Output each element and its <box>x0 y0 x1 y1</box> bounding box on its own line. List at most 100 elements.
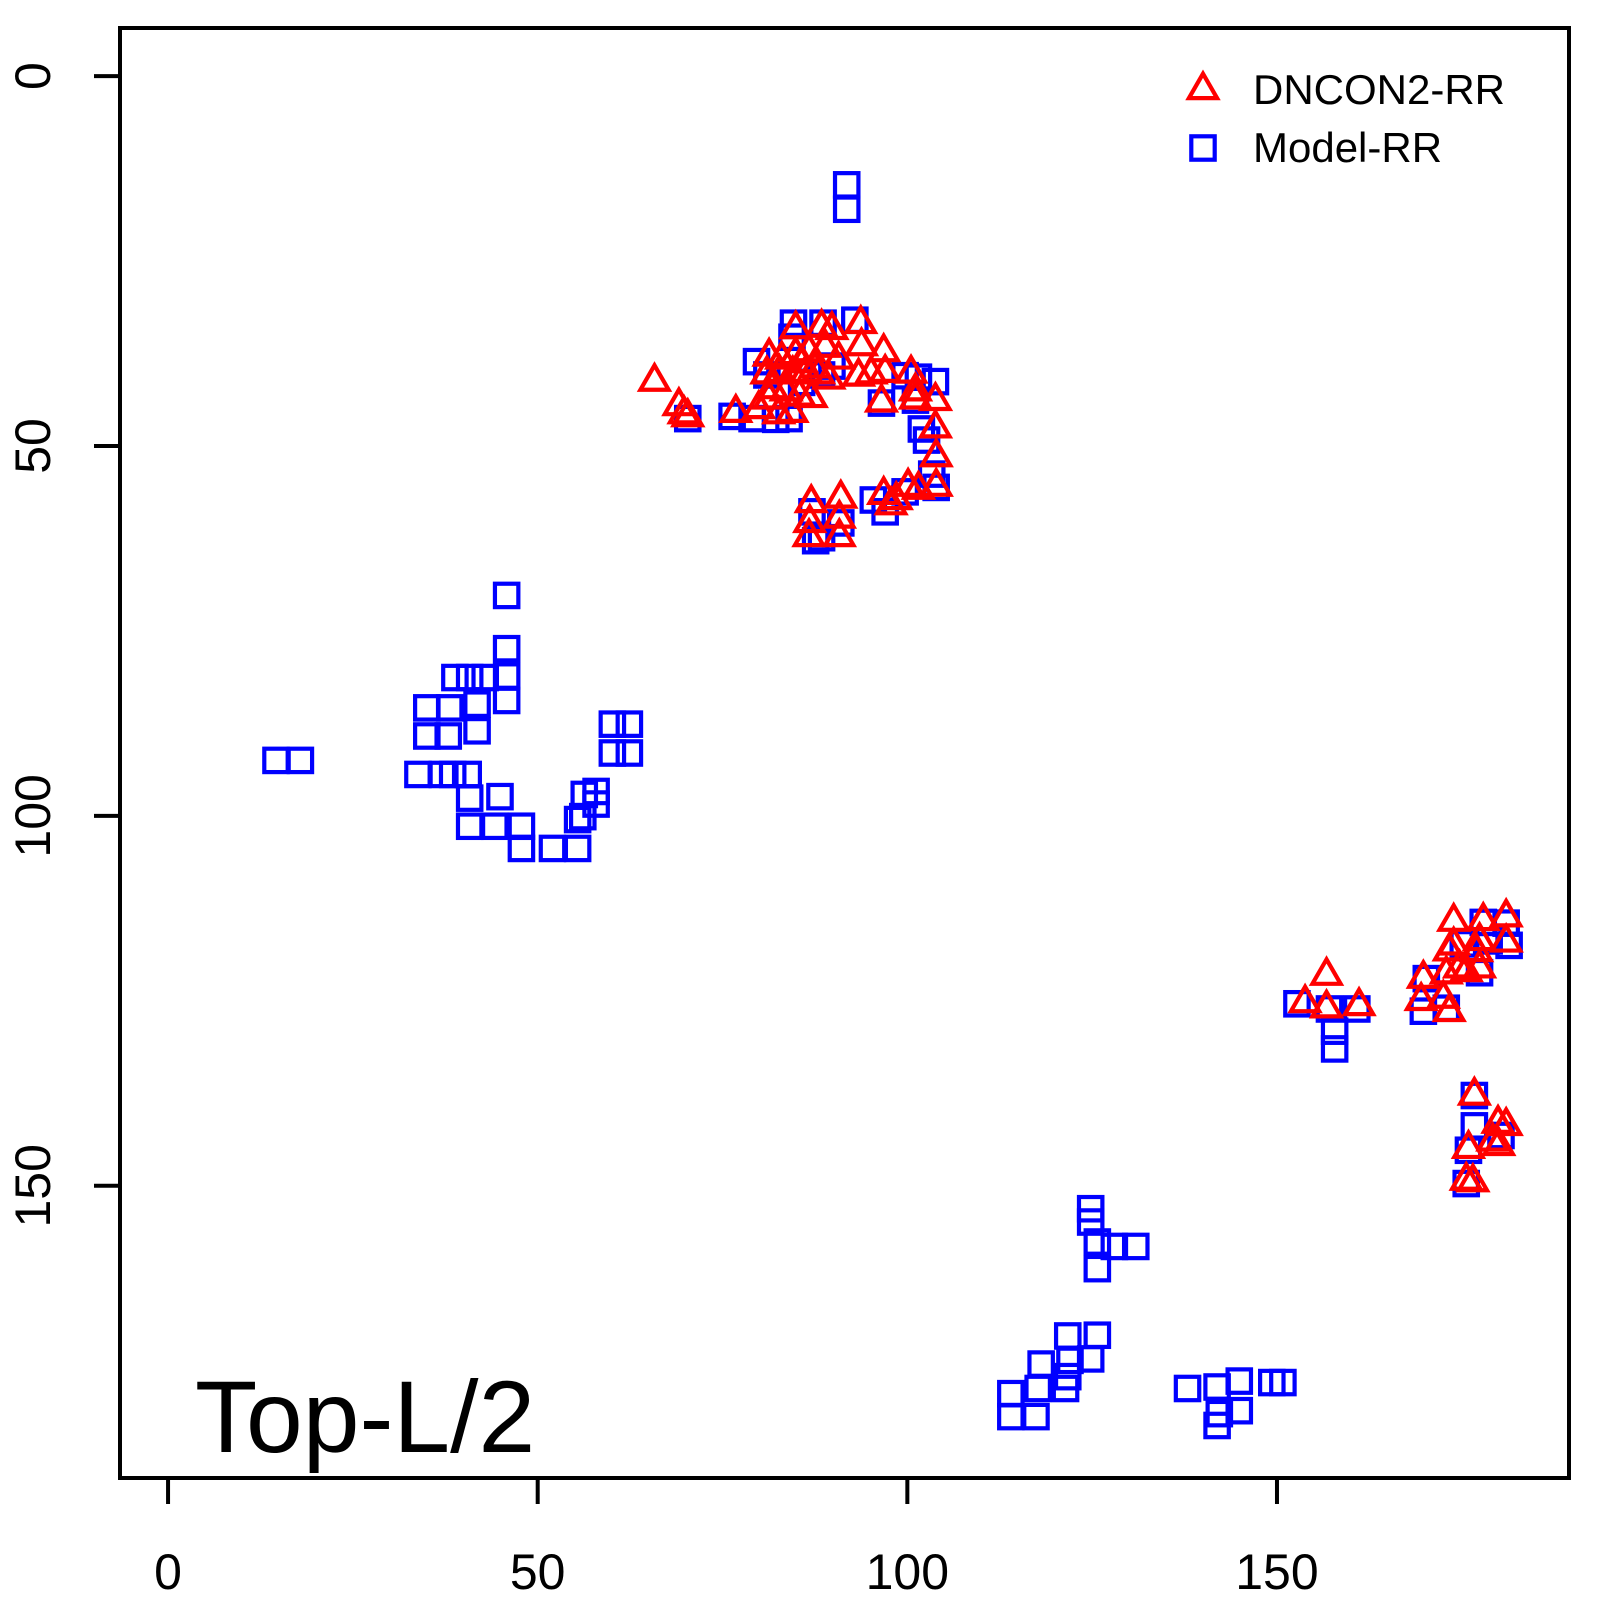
data-point-square <box>1053 1322 1082 1350</box>
data-point-square <box>832 195 861 224</box>
y-tick-label: 150 <box>5 1144 61 1227</box>
data-point-square <box>1269 1368 1297 1397</box>
data-point-square <box>1121 1232 1150 1261</box>
data-point-triangle <box>763 338 800 370</box>
panel-label: Top-L/2 <box>195 1360 535 1474</box>
data-point-square <box>492 686 521 715</box>
data-point-triangle <box>820 338 857 370</box>
data-point-square <box>463 717 491 745</box>
data-point-triangle <box>741 388 777 420</box>
data-point-triangle <box>897 378 934 410</box>
data-point-square <box>507 812 536 841</box>
data-point-square <box>286 746 315 775</box>
data-point-square <box>1225 1396 1254 1425</box>
x-axis-ticks: 0 50 100 150 <box>154 1478 1319 1600</box>
data-point-square <box>435 694 464 722</box>
data-point-triangle <box>917 407 954 439</box>
data-point-square <box>1083 1321 1112 1350</box>
data-point-square <box>1083 1228 1112 1256</box>
data-point-triangle <box>918 436 954 468</box>
data-point-square <box>563 834 592 863</box>
data-point-square <box>507 834 536 863</box>
data-point-square <box>1076 1345 1105 1373</box>
data-point-square <box>1225 1367 1254 1395</box>
data-point-triangle <box>1450 1128 1487 1160</box>
data-point-square <box>997 1379 1025 1408</box>
data-point-square <box>455 784 484 812</box>
data-point-square <box>1024 1374 1052 1403</box>
data-point-triangle <box>1448 951 1484 983</box>
data-point-square <box>563 805 592 834</box>
data-point-square <box>832 171 861 199</box>
data-point-triangle <box>1185 69 1221 101</box>
data-point-triangle <box>1475 1120 1511 1152</box>
data-point-square <box>1027 1350 1055 1378</box>
data-point-triangle <box>1456 1075 1493 1106</box>
data-point-square <box>1173 1374 1202 1403</box>
data-point-square <box>538 834 567 863</box>
data-point-square <box>1056 1346 1084 1375</box>
data-point-square <box>441 663 469 692</box>
data-point-triangle <box>821 516 858 548</box>
data-point-triangle <box>1308 955 1345 986</box>
data-point-square <box>463 690 491 718</box>
data-point-square <box>492 581 521 610</box>
legend-label-model-rr: Model-RR <box>1253 124 1442 171</box>
data-point-triangle <box>1481 1125 1517 1157</box>
data-point-square <box>997 1402 1025 1431</box>
data-point-square <box>1203 1411 1231 1440</box>
dncon2-rr-points <box>636 303 1524 1193</box>
data-point-triangle <box>840 355 877 387</box>
x-tick-label: 150 <box>1235 1544 1318 1600</box>
data-point-triangle <box>774 392 810 423</box>
data-point-square <box>492 634 521 663</box>
data-point-triangle <box>893 352 929 384</box>
data-point-square <box>481 812 509 841</box>
data-point-triangle <box>797 347 833 379</box>
data-point-triangle <box>843 325 880 357</box>
data-point-triangle <box>636 361 673 392</box>
data-point-square <box>568 802 597 831</box>
data-point-triangle <box>1488 921 1524 953</box>
legend-square-icon <box>1189 134 1217 162</box>
data-point-triangle <box>814 309 850 341</box>
data-point-triangle <box>1428 953 1465 985</box>
data-point-triangle <box>1287 982 1323 1014</box>
data-point-square <box>1051 1374 1080 1403</box>
data-point-square <box>404 760 432 789</box>
y-axis-ticks: 0 50 100 150 <box>5 62 120 1227</box>
data-point-square <box>1189 134 1217 162</box>
data-point-triangle <box>900 469 937 500</box>
x-tick-label: 100 <box>866 1544 949 1600</box>
data-point-triangle <box>1403 980 1439 1012</box>
data-point-triangle <box>792 502 828 534</box>
data-point-triangle <box>807 327 844 358</box>
data-point-square <box>598 739 627 767</box>
data-point-square <box>413 694 441 722</box>
data-point-triangle <box>1455 1161 1491 1193</box>
data-point-square <box>1283 989 1311 1018</box>
plot-border <box>118 26 1571 1480</box>
data-point-square <box>1076 1208 1105 1236</box>
data-point-square <box>1083 1254 1112 1283</box>
y-tick-label: 0 <box>5 62 61 90</box>
data-point-square <box>615 710 644 738</box>
data-point-square <box>1203 1373 1231 1401</box>
data-point-triangle <box>863 381 900 413</box>
data-point-triangle <box>918 466 954 497</box>
model-rr-points <box>262 171 1523 1440</box>
data-point-square <box>1320 1017 1349 1045</box>
data-point-triangle <box>873 484 909 516</box>
data-point-triangle <box>718 392 754 423</box>
x-tick-label: 0 <box>154 1544 182 1600</box>
x-tick-label: 50 <box>510 1544 566 1600</box>
legend-label-dncon2-rr: DNCON2-RR <box>1253 66 1505 113</box>
legend-triangle-icon <box>1185 69 1221 101</box>
data-point-triangle <box>1308 987 1345 1019</box>
data-point-square <box>434 722 463 750</box>
data-point-triangle <box>1341 985 1377 1017</box>
data-point-square <box>454 760 483 789</box>
data-point-square <box>455 663 484 692</box>
data-point-triangle <box>793 377 829 409</box>
